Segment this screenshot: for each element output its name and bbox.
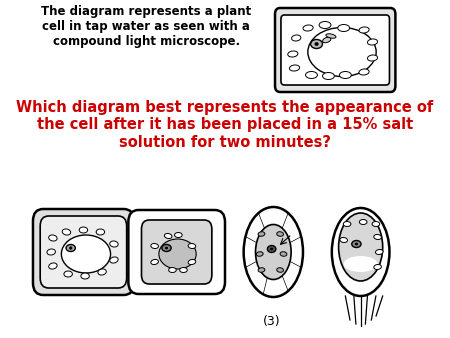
Ellipse shape bbox=[256, 224, 291, 280]
Ellipse shape bbox=[256, 252, 263, 256]
Ellipse shape bbox=[332, 208, 389, 296]
Ellipse shape bbox=[267, 245, 276, 252]
FancyBboxPatch shape bbox=[40, 216, 126, 288]
Ellipse shape bbox=[319, 22, 331, 28]
Ellipse shape bbox=[175, 233, 182, 238]
FancyBboxPatch shape bbox=[128, 210, 225, 294]
Ellipse shape bbox=[188, 260, 196, 265]
Ellipse shape bbox=[352, 241, 361, 247]
Ellipse shape bbox=[359, 27, 369, 33]
Ellipse shape bbox=[277, 268, 284, 272]
Ellipse shape bbox=[169, 267, 176, 272]
FancyBboxPatch shape bbox=[281, 15, 389, 85]
Ellipse shape bbox=[165, 247, 168, 249]
Ellipse shape bbox=[289, 65, 300, 71]
Ellipse shape bbox=[79, 227, 88, 233]
Ellipse shape bbox=[344, 256, 378, 272]
Ellipse shape bbox=[277, 232, 284, 236]
Ellipse shape bbox=[96, 229, 104, 235]
Ellipse shape bbox=[243, 207, 303, 297]
Ellipse shape bbox=[69, 247, 72, 249]
Ellipse shape bbox=[164, 234, 172, 239]
Ellipse shape bbox=[64, 271, 72, 277]
Ellipse shape bbox=[372, 221, 380, 226]
FancyBboxPatch shape bbox=[33, 209, 134, 295]
Ellipse shape bbox=[374, 235, 382, 240]
Ellipse shape bbox=[98, 269, 106, 275]
Ellipse shape bbox=[374, 264, 382, 269]
Ellipse shape bbox=[315, 43, 318, 46]
FancyBboxPatch shape bbox=[275, 8, 396, 92]
Ellipse shape bbox=[306, 72, 317, 78]
Ellipse shape bbox=[49, 263, 57, 269]
Ellipse shape bbox=[258, 268, 265, 272]
FancyBboxPatch shape bbox=[141, 220, 212, 284]
Ellipse shape bbox=[360, 219, 367, 224]
Ellipse shape bbox=[303, 25, 313, 31]
Text: (3): (3) bbox=[263, 315, 280, 328]
Ellipse shape bbox=[188, 243, 196, 248]
Ellipse shape bbox=[340, 238, 347, 243]
Ellipse shape bbox=[338, 24, 350, 31]
Ellipse shape bbox=[323, 37, 331, 43]
Ellipse shape bbox=[368, 39, 378, 45]
Ellipse shape bbox=[280, 252, 287, 256]
Ellipse shape bbox=[323, 72, 334, 79]
Ellipse shape bbox=[180, 267, 187, 272]
Ellipse shape bbox=[326, 34, 336, 38]
Ellipse shape bbox=[339, 72, 351, 78]
Ellipse shape bbox=[62, 229, 71, 235]
Ellipse shape bbox=[343, 221, 351, 226]
Ellipse shape bbox=[162, 244, 171, 251]
Ellipse shape bbox=[81, 273, 90, 279]
Ellipse shape bbox=[151, 243, 158, 248]
Text: The diagram represents a plant
cell in tap water as seen with a
compound light m: The diagram represents a plant cell in t… bbox=[41, 5, 251, 48]
Ellipse shape bbox=[308, 27, 376, 76]
Ellipse shape bbox=[66, 244, 75, 251]
Ellipse shape bbox=[110, 257, 118, 263]
Ellipse shape bbox=[258, 232, 265, 236]
Ellipse shape bbox=[61, 235, 111, 273]
Ellipse shape bbox=[375, 249, 383, 255]
Ellipse shape bbox=[288, 51, 298, 57]
Ellipse shape bbox=[355, 243, 358, 245]
Text: Which diagram best represents the appearance of
the cell after it has been place: Which diagram best represents the appear… bbox=[16, 100, 434, 150]
Ellipse shape bbox=[338, 213, 382, 281]
Ellipse shape bbox=[110, 241, 118, 247]
Ellipse shape bbox=[270, 248, 273, 250]
Ellipse shape bbox=[359, 69, 369, 75]
Ellipse shape bbox=[47, 249, 55, 255]
Ellipse shape bbox=[49, 235, 57, 241]
Ellipse shape bbox=[310, 40, 323, 48]
Ellipse shape bbox=[159, 239, 196, 269]
Ellipse shape bbox=[368, 55, 378, 61]
Ellipse shape bbox=[292, 35, 301, 41]
Ellipse shape bbox=[151, 260, 158, 265]
